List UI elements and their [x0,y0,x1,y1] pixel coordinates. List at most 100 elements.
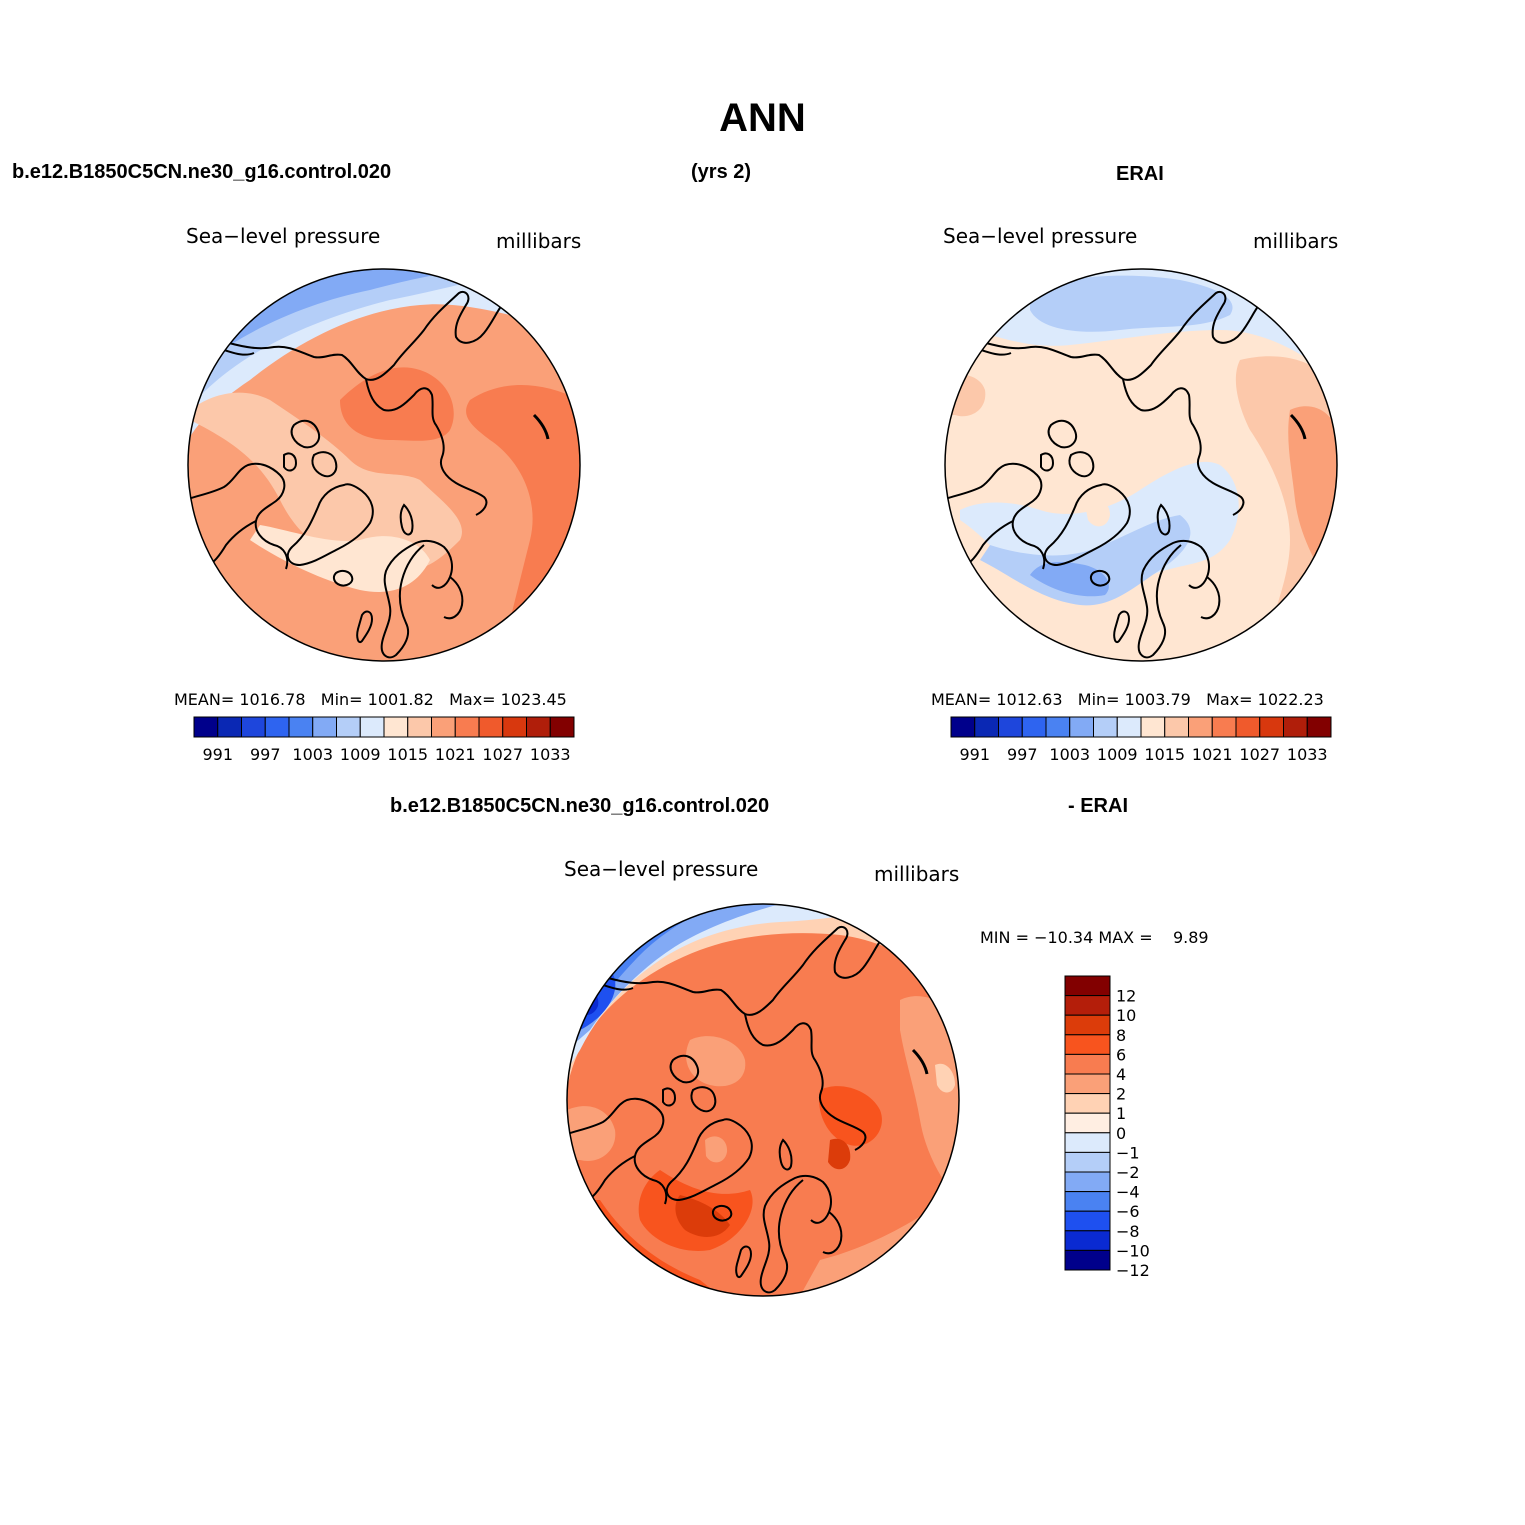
panel-obs-variable: Sea−level pressure [943,224,1138,248]
colorbar-tick-label: 1009 [1097,745,1138,764]
colorbar-box [217,716,242,738]
colorbar-box [241,716,266,738]
colorbar-tick-label: 1027 [482,745,523,764]
colorbar-box [1164,716,1189,738]
colorbar-box [1064,1093,1111,1114]
colorbar-tick-label: 1033 [1287,745,1328,764]
colorbar-tick-label: 991 [959,745,990,764]
colorbar-tick-label: 8 [1116,1026,1126,1045]
bottom-minus-label: - ERAI [1068,795,1128,817]
colorbar-tick-label: −4 [1116,1183,1140,1202]
colorbar-tick-label: 1 [1116,1104,1126,1123]
colorbar-box [1064,1053,1111,1075]
colorbar-box [1069,716,1094,738]
colorbar-tick-label: 1009 [340,745,381,764]
colorbar-box [288,716,314,738]
colorbar-box [1235,716,1261,738]
colorbar-tick-label: −6 [1116,1202,1140,1221]
mean-value: 1012.63 [996,690,1063,709]
colorbar-tick-label: 4 [1116,1065,1126,1084]
max-label: Max= [1206,690,1253,709]
colorbar-box [1064,1073,1111,1095]
max-label: MAX = [1098,928,1153,947]
colorbar-box [1259,716,1284,738]
panel-diff-map [567,904,959,1296]
colorbar-obs: 991 997 1003 1009 1015 1021 1027 1033 [950,716,1332,764]
colorbar-tick-label: −10 [1116,1241,1150,1260]
colorbar-box [1064,1230,1111,1251]
colorbar-tick-label: 1003 [292,745,333,764]
colorbar-box [998,716,1023,738]
max-value: 1022.23 [1257,690,1324,709]
colorbar-box [431,716,456,738]
bottom-case-label: b.e12.B1850C5CN.ne30_g16.control.020 [390,795,770,817]
panel-diff-border [566,903,960,1297]
colorbar-tick-label: 1015 [387,745,428,764]
colorbar-box [1064,1034,1111,1055]
colorbar-box [359,716,385,738]
panel-diff-variable: Sea−level pressure [564,857,759,881]
colorbar-box [1045,716,1071,738]
panel-model-border [187,268,581,662]
colorbar-tick-label: 0 [1116,1124,1126,1143]
colorbar-tick-label: 2 [1116,1085,1126,1104]
colorbar-tick-label: 1021 [1192,745,1233,764]
panel-obs-units: millibars [1253,229,1339,253]
panel-obs-stats: MEAN= 1012.63 Min= 1003.79 Max= 1022.23 [931,690,1324,709]
min-value: 1001.82 [367,690,434,709]
colorbar-box [1116,716,1142,738]
panel-model-variable: Sea−level pressure [186,224,381,248]
colorbar-box [502,716,527,738]
colorbar-tick-label: 12 [1116,987,1136,1006]
mean-value: 1016.78 [239,690,306,709]
colorbar-box [1021,716,1047,738]
colorbar-box [1093,716,1118,738]
colorbar-box [454,716,480,738]
colorbar-tick-label: 997 [250,745,281,764]
colorbar-box [1064,1191,1111,1212]
years-label: (yrs 2) [691,161,752,183]
colorbar-box [950,716,976,738]
max-value: 9.89 [1172,928,1209,947]
top-left-case-label: b.e12.B1850C5CN.ne30_g16.control.020 [12,161,392,183]
colorbar-tick-label: 1033 [530,745,571,764]
colorbar-box [1064,1132,1111,1153]
max-label: Max= [449,690,496,709]
colorbar-box [193,716,219,738]
min-label: Min= [1077,690,1120,709]
colorbar-tick-label: 1027 [1239,745,1280,764]
colorbar-tick-label: 997 [1007,745,1038,764]
colorbar-tick-label: −2 [1116,1163,1140,1182]
min-value: 1003.79 [1124,690,1191,709]
panel-obs-map [945,269,1337,661]
panel-diff-stats: MIN = −10.34 MAX = 9.89 [980,928,1209,947]
panel-model-map [188,269,580,661]
colorbar-box [407,716,432,738]
colorbar-box [1064,1171,1111,1193]
colorbar-box [1306,716,1332,738]
figure-title: ANN [719,96,806,140]
colorbar-box [264,716,290,738]
colorbar-box [478,716,504,738]
colorbar-box [383,716,409,738]
mean-label: MEAN= [174,690,235,709]
panel-model-units: millibars [496,229,582,253]
colorbar-box [1064,995,1111,1016]
colorbar-box [1188,716,1213,738]
mean-label: MEAN= [931,690,992,709]
min-label: MIN = [980,928,1029,947]
colorbar-box [1211,716,1237,738]
colorbar-box [312,716,337,738]
panel-obs-border [944,268,1338,662]
colorbar-box [1064,1151,1111,1173]
colorbar-tick-label: 1003 [1049,745,1090,764]
colorbar-tick-label: 991 [202,745,233,764]
colorbar-box [549,716,575,738]
colorbar-tick-label: 1015 [1144,745,1185,764]
colorbar-model: 991 997 1003 1009 1015 1021 1027 1033 [193,716,575,764]
panel-model-stats: MEAN= 1016.78 Min= 1001.82 Max= 1023.45 [174,690,567,709]
colorbar-tick-label: 10 [1116,1006,1136,1025]
colorbar-tick-label: −8 [1116,1222,1140,1241]
